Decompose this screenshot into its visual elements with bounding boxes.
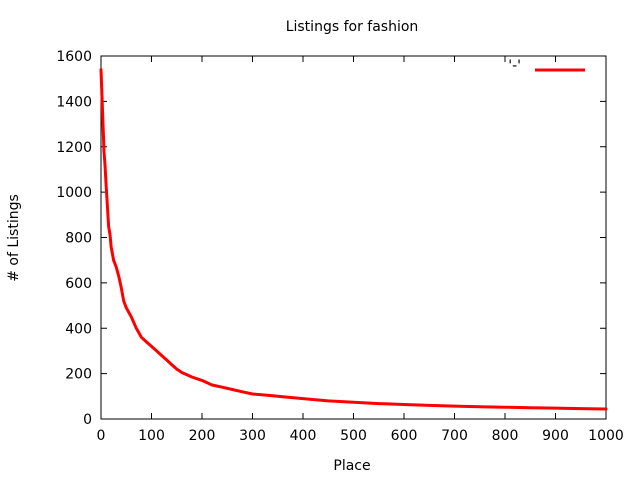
y-tick-label: 1600 xyxy=(56,49,92,65)
x-tick-label: 800 xyxy=(492,428,519,444)
y-tick-label: 1400 xyxy=(56,94,92,110)
x-tick-label: 700 xyxy=(441,428,468,444)
x-tick-label: 400 xyxy=(290,428,317,444)
x-axis-ticks: 0 100 200 300 400 500 600 700 800 900 1000 xyxy=(97,56,624,444)
x-tick-label: 500 xyxy=(340,428,367,444)
plot-frame xyxy=(100,55,607,420)
x-tick-label: 600 xyxy=(391,428,418,444)
chart-title: Listings for fashion xyxy=(286,19,419,35)
y-tick-label: 1000 xyxy=(56,185,92,201)
y-axis-label: # of Listings xyxy=(6,194,22,282)
y-tick-label: 600 xyxy=(65,276,92,292)
y-tick-label: 400 xyxy=(65,321,92,337)
x-tick-label: 300 xyxy=(239,428,266,444)
y-axis-ticks: 0 200 400 600 800 1000 1200 1400 1600 xyxy=(56,49,606,428)
legend-label: '-' xyxy=(508,58,521,74)
y-tick-label: 0 xyxy=(83,412,92,428)
series-line xyxy=(99,68,608,411)
y-tick-label: 800 xyxy=(65,231,92,247)
y-tick-label: 1200 xyxy=(56,140,92,156)
x-axis-label: Place xyxy=(333,458,370,474)
x-tick-label: 100 xyxy=(138,428,165,444)
x-tick-label: 200 xyxy=(189,428,216,444)
x-tick-label: 900 xyxy=(542,428,569,444)
x-tick-label: 1000 xyxy=(588,428,624,444)
y-tick-label: 200 xyxy=(65,367,92,383)
x-tick-label: 0 xyxy=(97,428,106,444)
